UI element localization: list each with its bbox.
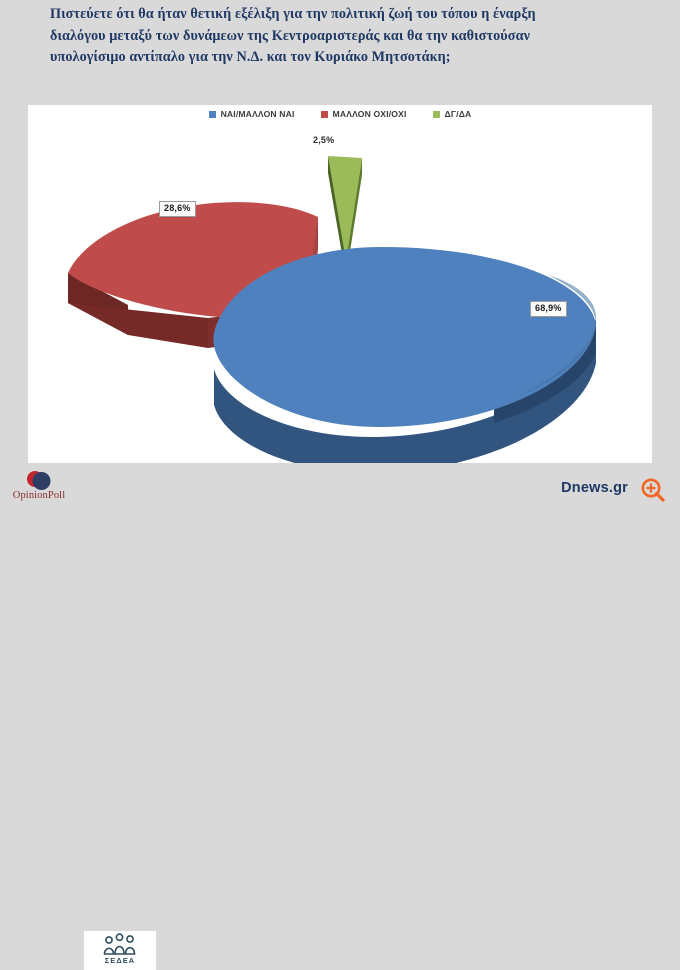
page-title-line-1: Πιστεύετε ότι θα ήταν θετική εξέλιξη για… <box>50 6 536 22</box>
legend-label-dontknow: ΔΓ/ΔΑ <box>444 109 472 119</box>
opinionpoll-logo: OpinionPoll <box>8 468 70 508</box>
opinionpoll-mark-icon <box>27 471 51 490</box>
sedea-logo: ΣΕΔΕΑ <box>84 931 156 970</box>
chart-legend: ΝΑΙ/ΜΑΛΛΟΝ ΝΑΙ ΜΑΛΛΟΝ ΟΧΙ/ΟΧΙ ΔΓ/ΔΑ <box>28 109 652 119</box>
page-title-line-2: διαλόγου μεταξύ των δυνάμεων της Κεντροα… <box>50 27 531 44</box>
sedea-label: ΣΕΔΕΑ <box>104 956 136 965</box>
legend-label-yes: ΝΑΙ/ΜΑΛΛΟΝ ΝΑΙ <box>220 109 295 119</box>
legend-item-dontknow[interactable]: ΔΓ/ΔΑ <box>432 109 472 119</box>
data-label-dontknow: 2,5% <box>313 135 335 145</box>
legend-swatch-yes <box>208 110 216 118</box>
legend-swatch-dontknow <box>432 110 440 118</box>
chart-panel: ΝΑΙ/ΜΑΛΛΟΝ ΝΑΙ ΜΑΛΛΟΝ ΟΧΙ/ΟΧΙ ΔΓ/ΔΑ <box>28 105 652 463</box>
brand-dnews[interactable]: Dnews.gr <box>561 480 628 496</box>
slide-root: Πιστεύετε ότι θα ήταν θετική εξέλιξη για… <box>8 4 666 970</box>
opinionpoll-label: OpinionPoll <box>12 490 66 501</box>
pie-chart-svg <box>68 156 597 463</box>
page-title: Πιστεύετε ότι θα ήταν θετική εξέλιξη για… <box>50 4 638 69</box>
zoom-in-icon[interactable] <box>640 477 666 503</box>
legend-item-yes[interactable]: ΝΑΙ/ΜΑΛΛΟΝ ΝΑΙ <box>208 109 295 119</box>
pie-chart: 68,9% 28,6% 2,5% <box>28 105 652 463</box>
data-label-no: 28,6% <box>159 201 196 217</box>
page-title-line-3: υπολογίσιμο αντίπαλο για την Ν.Δ. και το… <box>50 49 451 65</box>
legend-label-no: ΜΑΛΛΟΝ ΟΧΙ/ΟΧΙ <box>332 109 407 119</box>
pie-slice-yes[interactable] <box>213 247 597 463</box>
legend-item-no[interactable]: ΜΑΛΛΟΝ ΟΧΙ/ΟΧΙ <box>320 109 407 119</box>
pie-slice-dontknow[interactable] <box>328 156 362 277</box>
legend-swatch-no <box>320 110 328 118</box>
data-label-yes: 68,9% <box>530 301 567 317</box>
